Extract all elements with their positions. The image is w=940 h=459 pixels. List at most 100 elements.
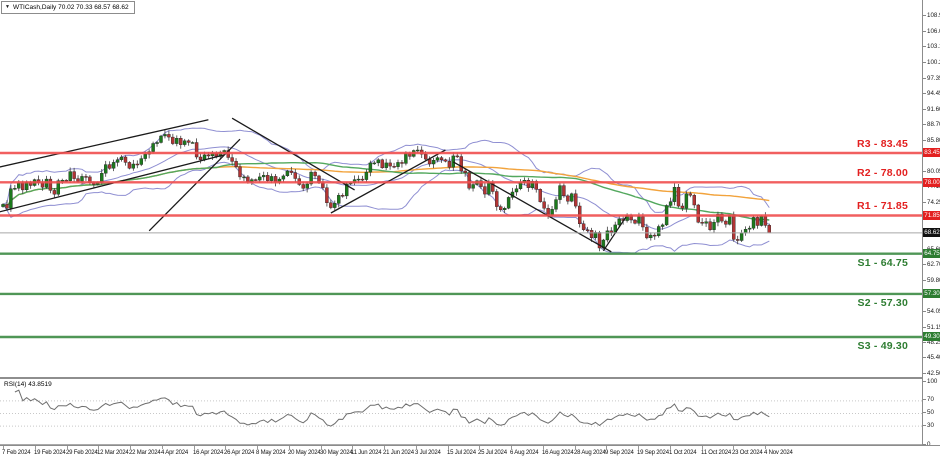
bear-candle [463,170,467,173]
bear-candle [538,189,542,202]
bear-candle [380,159,384,168]
trendline-object[interactable] [452,161,612,253]
r1-price-badge: 71.85 [923,211,940,220]
bear-candle [301,184,305,189]
bear-candle [167,134,171,138]
bull-candle [100,172,104,183]
bear-candle [688,193,692,196]
s3-price-badge: 49.30 [923,332,940,341]
bear-candle [443,159,448,162]
bull-candle [281,175,286,180]
r3-price-badge: 83.45 [923,148,940,157]
bull-candle [384,162,388,168]
bull-candle [471,184,475,189]
bull-candle [506,197,511,209]
bear-candle [76,178,80,182]
date-tick-label: 11 Jun 2024 [351,446,382,456]
date-tick-label: 3 Jul 2024 [415,446,441,456]
bull-candle [435,157,440,161]
bear-candle [467,172,471,189]
bear-candle [64,179,68,182]
chart-menu-icon[interactable]: ▼ [5,4,10,10]
price-chart-plot[interactable] [0,0,922,377]
bear-candle [341,195,345,197]
rsi-plot[interactable] [0,379,922,445]
bear-candle [123,156,128,163]
bear-candle [186,140,191,143]
date-tick-label: 16 Aug 2024 [542,446,574,456]
main-chart-pane[interactable]: ▼ WTICash,Daily 70.02 70.33 68.57 68.62 … [0,0,922,377]
price-tick-label: 106.00 [923,28,940,35]
bear-candle [447,161,452,168]
bull-candle [431,159,436,165]
date-tick-label: 29 Feb 2024 [66,446,98,456]
bull-candle [309,171,313,185]
rsi-indicator-pane[interactable]: RSI(14) 43.8519 [0,377,922,445]
bull-candle [514,188,519,193]
price-tick-label: 51.15 [922,324,940,331]
bear-candle [400,162,404,164]
bear-candle [562,185,566,197]
bull-candle [570,193,574,202]
bull-candle [56,180,60,195]
date-tick-label: 20 May 2024 [288,446,321,456]
bull-candle [175,137,179,144]
bull-candle [368,162,373,173]
r2-price-badge: 78.00 [923,178,940,187]
date-tick-label: 8 May 2024 [256,446,286,456]
bear-candle [313,171,317,177]
date-tick-label: 1 Oct 2024 [669,446,697,456]
trendline-object[interactable] [0,119,209,168]
bear-candle [763,216,768,226]
price-tick-label: 48.25 [922,339,940,346]
bear-candle [526,179,531,188]
date-tick-label: 28 Aug 2024 [574,446,606,456]
bear-candle [321,182,325,188]
bull-candle [258,176,262,181]
bear-candle [40,182,45,188]
date-tick-label: 16 Apr 2024 [193,446,224,456]
bull-candle [364,171,369,180]
bear-candle [633,219,637,224]
s3-level-label: S3 - 49.30 [857,340,908,352]
bear-candle [171,136,175,144]
date-tick-label: 19 Sep 2024 [637,446,669,456]
bear-candle [700,221,704,224]
date-tick-label: 9 Sep 2024 [605,446,634,456]
bull-candle [333,203,337,208]
bear-candle [499,206,503,211]
rsi-scale-label: 30 [923,422,934,429]
price-tick-label: 91.60 [922,106,940,113]
bear-candle [566,195,570,202]
bear-candle [179,137,183,145]
bull-candle [605,230,610,241]
bear-candle [585,229,590,232]
bull-candle [376,159,380,164]
symbol-ohlc-title: WTICash,Daily 70.02 70.33 68.57 68.62 [12,4,129,11]
bear-candle [755,217,760,226]
rsi-indicator-label: RSI(14) 43.8519 [4,381,52,388]
price-tick-label: 80.05 [922,168,940,175]
bear-candle [495,191,499,207]
date-tick-label: 15 Jul 2024 [447,446,476,456]
bull-candle [143,154,147,159]
bull-candle [747,227,752,230]
bull-candle [554,199,558,210]
bear-candle [720,213,724,222]
bear-candle [238,166,242,178]
bull-candle [17,182,21,189]
price-axis[interactable]: 108.90 106.00 103.15 100.25 97.35 94.45 91.60 8… [922,0,940,448]
bull-candle [115,159,120,163]
date-tick-label: 21 Jun 2024 [383,446,414,456]
bull-candle [649,234,653,239]
time-axis[interactable]: 7 Feb 2024 19 Feb 2024 29 Feb 2024 12 Mar 2… [0,445,940,459]
r2-level-label: R2 - 78.00 [856,167,908,179]
bb-lower-line [2,161,770,254]
bull-candle [60,179,64,182]
bull-candle [139,158,144,165]
bear-candle [392,165,396,168]
s2-level-label: S2 - 57.30 [857,297,908,309]
symbol-title-box[interactable]: ▼ WTICash,Daily 70.02 70.33 68.57 68.62 [1,1,135,14]
bear-candle [198,156,203,160]
bear-candle [329,202,333,208]
